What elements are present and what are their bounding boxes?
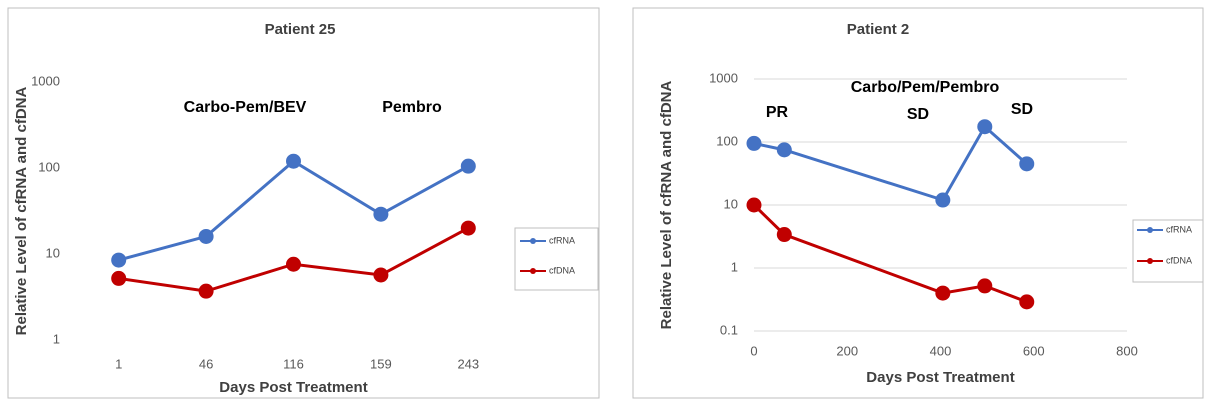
data-point	[746, 197, 762, 213]
y-axis-label: Relative Level of cfRNA and cfDNA	[13, 87, 30, 336]
data-point	[286, 256, 301, 272]
x-tick-label: 46	[199, 356, 213, 371]
chart-title: Patient 2	[847, 21, 910, 38]
data-point	[111, 252, 127, 268]
data-point	[373, 267, 389, 283]
x-axis-label: Days Post Treatment	[866, 369, 1014, 386]
x-tick-label: 400	[930, 343, 952, 358]
x-tick-label: 243	[457, 356, 479, 371]
data-point	[198, 228, 214, 244]
annotation: Carbo-Pem/BEV	[184, 99, 307, 116]
y-tick-label: 1	[53, 331, 60, 346]
data-point	[460, 220, 476, 236]
legend-label: cfRNA	[549, 235, 575, 245]
data-point	[776, 227, 792, 243]
legend-marker	[1147, 258, 1153, 264]
x-axis-label: Days Post Treatment	[219, 379, 367, 396]
data-point	[373, 206, 389, 222]
data-point	[286, 153, 301, 169]
x-tick-label: 116	[283, 356, 304, 371]
chart-frame	[632, 7, 1204, 399]
data-point	[460, 158, 476, 174]
y-tick-label: 1000	[31, 73, 60, 88]
annotation: SD	[1011, 101, 1033, 118]
y-tick-label: 1	[731, 259, 738, 274]
x-tick-label: 800	[1116, 343, 1138, 358]
chart-title: Patient 25	[265, 21, 336, 38]
legend-label: cfRNA	[1166, 224, 1192, 234]
x-tick-label: 1	[115, 356, 122, 371]
data-point	[1019, 156, 1035, 172]
x-tick-label: 0	[750, 343, 757, 358]
y-tick-label: 10	[46, 245, 60, 260]
x-tick-label: 200	[836, 343, 858, 358]
chart-frame	[7, 7, 600, 399]
data-point	[935, 192, 951, 208]
legend-marker	[530, 238, 536, 244]
annotation: PR	[766, 104, 789, 121]
legend-marker	[530, 268, 536, 274]
legend-label: cfDNA	[1166, 255, 1192, 265]
data-point	[198, 283, 214, 299]
y-tick-label: 100	[716, 133, 738, 148]
y-tick-label: 1000	[709, 70, 738, 85]
legend-marker	[1147, 227, 1153, 233]
legend-label: cfDNA	[549, 265, 575, 275]
data-point	[1019, 294, 1035, 310]
data-point	[111, 270, 127, 286]
annotation: Carbo/Pem/Pembro	[851, 79, 1000, 96]
y-axis-label: Relative Level of cfRNA and cfDNA	[658, 81, 675, 330]
y-tick-label: 10	[724, 196, 738, 211]
data-point	[935, 285, 951, 301]
annotation: SD	[907, 106, 929, 123]
data-point	[776, 142, 792, 158]
x-tick-label: 159	[370, 356, 392, 371]
data-point	[977, 278, 993, 294]
annotation: Pembro	[382, 99, 442, 116]
data-point	[746, 135, 762, 151]
y-tick-label: 0.1	[720, 322, 738, 337]
legend-box	[514, 227, 599, 291]
y-tick-label: 100	[38, 159, 60, 174]
data-point	[977, 119, 993, 135]
x-tick-label: 600	[1023, 343, 1045, 358]
